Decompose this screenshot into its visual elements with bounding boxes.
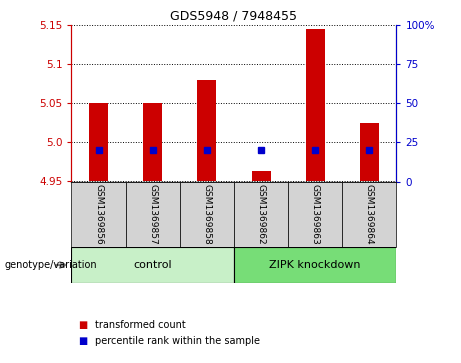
- Text: ■: ■: [78, 320, 88, 330]
- Bar: [252, 171, 271, 182]
- Text: GSM1369858: GSM1369858: [202, 184, 212, 245]
- Title: GDS5948 / 7948455: GDS5948 / 7948455: [171, 10, 297, 23]
- Text: GSM1369857: GSM1369857: [148, 184, 157, 245]
- Bar: [71, 182, 125, 247]
- Text: GSM1369863: GSM1369863: [311, 184, 320, 245]
- Text: ZIPK knockdown: ZIPK knockdown: [270, 260, 361, 270]
- Text: GSM1369856: GSM1369856: [94, 184, 103, 245]
- Text: control: control: [133, 260, 172, 270]
- Bar: [71, 247, 234, 283]
- Text: percentile rank within the sample: percentile rank within the sample: [95, 336, 260, 346]
- Bar: [288, 182, 342, 247]
- Bar: [306, 29, 325, 181]
- Bar: [180, 182, 234, 247]
- Bar: [342, 182, 396, 247]
- Bar: [143, 103, 162, 182]
- Bar: [197, 80, 216, 182]
- Text: transformed count: transformed count: [95, 320, 185, 330]
- Bar: [360, 123, 379, 182]
- Bar: [89, 103, 108, 182]
- Text: genotype/variation: genotype/variation: [5, 260, 97, 270]
- Text: GSM1369864: GSM1369864: [365, 184, 374, 245]
- Text: GSM1369862: GSM1369862: [256, 184, 266, 245]
- Bar: [125, 182, 180, 247]
- Bar: [234, 247, 396, 283]
- Text: ■: ■: [78, 336, 88, 346]
- Bar: [234, 182, 288, 247]
